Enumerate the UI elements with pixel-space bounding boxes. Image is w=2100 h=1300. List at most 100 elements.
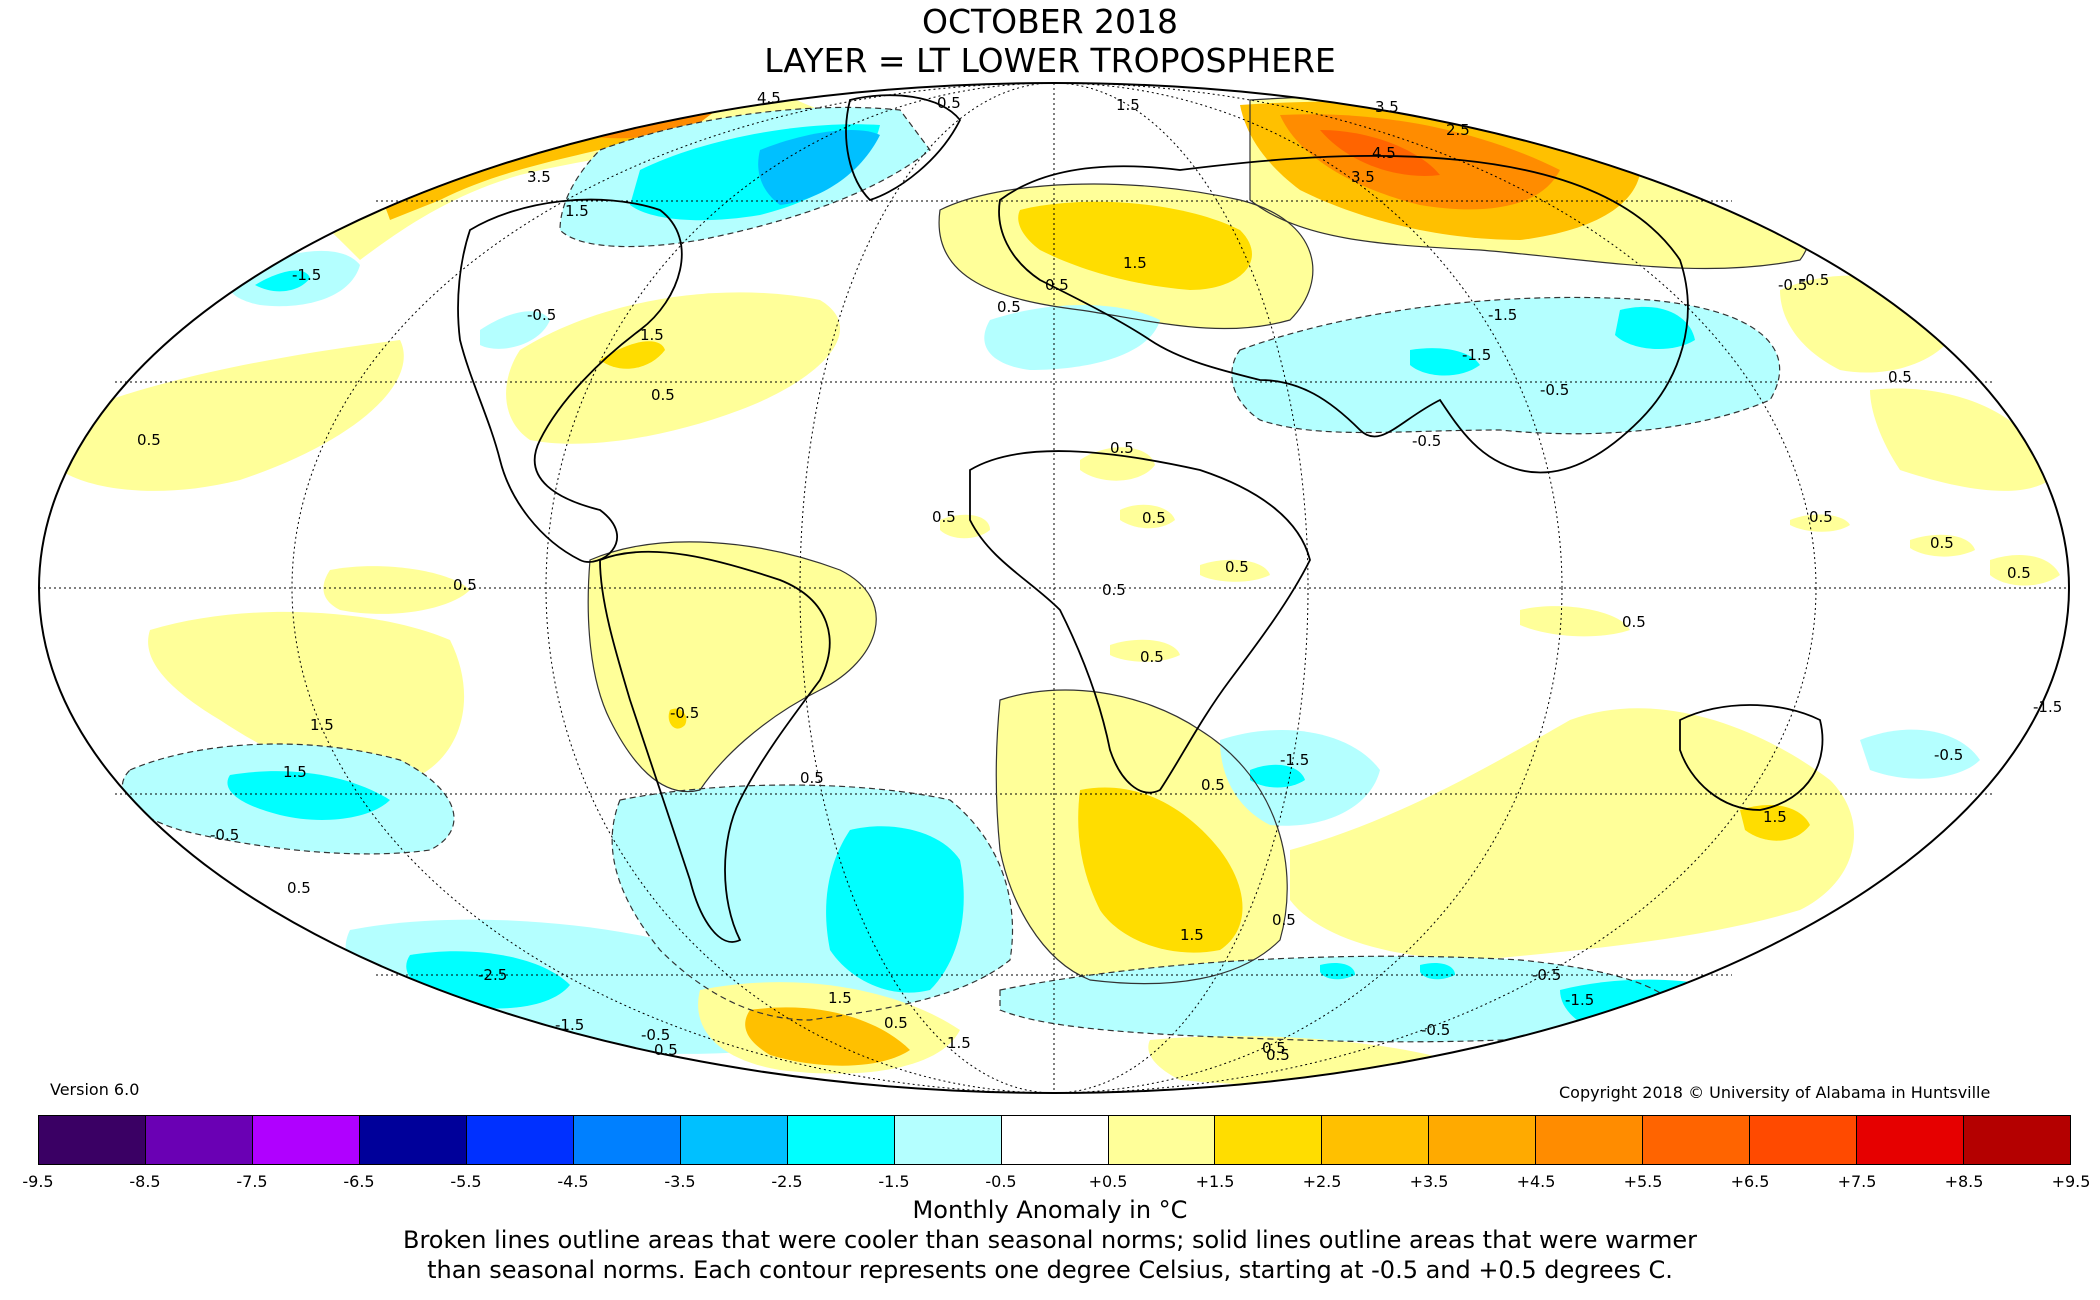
color-scale-tick-label: -9.5 <box>22 1172 54 1191</box>
color-swatch <box>466 1116 574 1164</box>
color-scale-bar <box>38 1115 2071 1165</box>
contour-label: 0.5 <box>137 431 161 449</box>
color-scale-tick-label: -1.5 <box>878 1172 910 1191</box>
color-swatch <box>1964 1116 2071 1164</box>
contour-label: -0.5 <box>641 1026 670 1044</box>
contour-label: 0.5 <box>937 94 961 112</box>
contour-label: 3.5 <box>527 168 551 186</box>
globe-outline <box>38 82 2070 1094</box>
contour-label: -0.5 <box>1532 966 1561 984</box>
contour-label: -0.5 <box>670 704 699 722</box>
color-swatch <box>1108 1116 1216 1164</box>
color-scale-tick-label: +1.5 <box>1195 1172 1235 1191</box>
contour-label: 1.5 <box>1180 926 1204 944</box>
contour-label: 0.5 <box>997 298 1021 316</box>
map-title: OCTOBER 2018 <box>921 2 1179 41</box>
contour-label: 0.5 <box>1262 1039 1286 1057</box>
color-scale-tick-label: -8.5 <box>129 1172 161 1191</box>
coastlines <box>457 94 1824 943</box>
contour-label: 0.5 <box>800 769 824 787</box>
contour-label: 0.5 <box>1272 911 1296 929</box>
contour-label: 4.5 <box>757 89 781 107</box>
contour-label: 0.5 <box>453 576 477 594</box>
color-scale-tick-label: +8.5 <box>1944 1172 1984 1191</box>
contour-label: 0.5 <box>1201 776 1225 794</box>
contour-label: 0.5 <box>1225 558 1249 576</box>
contour-label: 0.5 <box>932 508 956 526</box>
color-scale-tick-label: -3.5 <box>664 1172 696 1191</box>
contour-label: -0.5 <box>1412 432 1441 450</box>
color-scale-ticks: -9.5 -8.5 -7.5 -6.5 -5.5 -4.5 -3.5 -2.5 -1.5 -0.5… <box>22 1172 2090 1196</box>
contour-label: -1.5 <box>1462 346 1491 364</box>
contour-label: 0.5 <box>1140 648 1164 666</box>
version-label: Version 6.0 <box>50 1080 140 1099</box>
contour-label: -1.5 <box>1565 991 1594 1009</box>
contour-label: -1.5 <box>2033 698 2062 716</box>
color-swatch <box>1429 1116 1537 1164</box>
color-swatch <box>680 1116 788 1164</box>
color-swatch <box>359 1116 467 1164</box>
contour-label: 0.5 <box>654 1041 678 1059</box>
color-scale-tick-label: +6.5 <box>1730 1172 1770 1191</box>
contour-label: 0.5 <box>1142 509 1166 527</box>
color-scale-tick-label: +7.5 <box>1837 1172 1877 1191</box>
contour-label: 0.5 <box>651 386 675 404</box>
contour-label: -1.5 <box>1488 306 1517 324</box>
contour-label: 0.5 <box>1102 581 1126 599</box>
color-swatch <box>252 1116 360 1164</box>
contour-label: 3.5 <box>1351 168 1375 186</box>
contour-label: 0.5 <box>1266 1046 1290 1064</box>
contour-label: 3.5 <box>1375 98 1399 116</box>
color-swatch <box>39 1116 146 1164</box>
contour-label: 0.5 <box>1888 368 1912 386</box>
color-swatch <box>1322 1116 1430 1164</box>
contour-label: 1.5 <box>947 1034 971 1052</box>
contour-label: 1.5 <box>310 716 334 734</box>
color-scale-tick-label: +2.5 <box>1302 1172 1342 1191</box>
contour-label: 1.5 <box>283 763 307 781</box>
unit-label: Monthly Anomaly in °C <box>912 1196 1188 1224</box>
contour-label: 0.5 <box>1809 508 1833 526</box>
contour-label: 2.5 <box>1446 121 1470 139</box>
contour-label: -1.5 <box>555 1016 584 1034</box>
color-scale-tick-label: +0.5 <box>1088 1172 1128 1191</box>
contour-label: 0.5 <box>2007 564 2031 582</box>
contour-label: 0.5 <box>287 879 311 897</box>
copyright-label: Copyright 2018 © University of Alabama i… <box>1559 1083 1991 1102</box>
color-scale-tick-label: -0.5 <box>985 1172 1017 1191</box>
contour-label: -0.5 <box>1421 1021 1450 1039</box>
contour-label: 0.5 <box>884 1014 908 1032</box>
contour-label: 1.5 <box>1116 96 1140 114</box>
color-scale-tick-label: +9.5 <box>2051 1172 2091 1191</box>
caption-line-1: Broken lines outline areas that were coo… <box>403 1226 1697 1254</box>
color-scale-tick-label: -7.5 <box>236 1172 268 1191</box>
contour-label: 4.5 <box>1372 144 1396 162</box>
color-scale-tick-label: -2.5 <box>771 1172 803 1191</box>
color-swatch <box>1643 1116 1751 1164</box>
map-subtitle: LAYER = LT LOWER TROPOSPHERE <box>764 41 1336 80</box>
color-swatch <box>145 1116 253 1164</box>
contour-label: -0.5 <box>210 826 239 844</box>
color-scale-tick-label: -4.5 <box>557 1172 589 1191</box>
contour-label: -0.5 <box>527 306 556 324</box>
color-swatch <box>894 1116 1002 1164</box>
contour-label: 0.5 <box>1110 439 1134 457</box>
contour-label: 1.5 <box>1123 254 1147 272</box>
color-swatch <box>1215 1116 1323 1164</box>
contour-label: -0.5 <box>1934 746 1963 764</box>
caption-line-2: than seasonal norms. Each contour repres… <box>427 1256 1673 1284</box>
contour-label: 1.5 <box>1763 808 1787 826</box>
contour-label: 1.5 <box>640 326 664 344</box>
color-scale-tick-label: -6.5 <box>343 1172 375 1191</box>
contour-label: -2.5 <box>478 966 507 984</box>
contour-label: -0.5 <box>1778 276 1807 294</box>
color-swatch <box>1857 1116 1965 1164</box>
color-swatch <box>1001 1116 1109 1164</box>
color-scale-tick-label: +3.5 <box>1409 1172 1449 1191</box>
color-swatch <box>787 1116 895 1164</box>
contour-label: 1.5 <box>828 989 852 1007</box>
contour-label: -0.5 <box>1540 381 1569 399</box>
contour-label: -1.5 <box>1280 751 1309 769</box>
